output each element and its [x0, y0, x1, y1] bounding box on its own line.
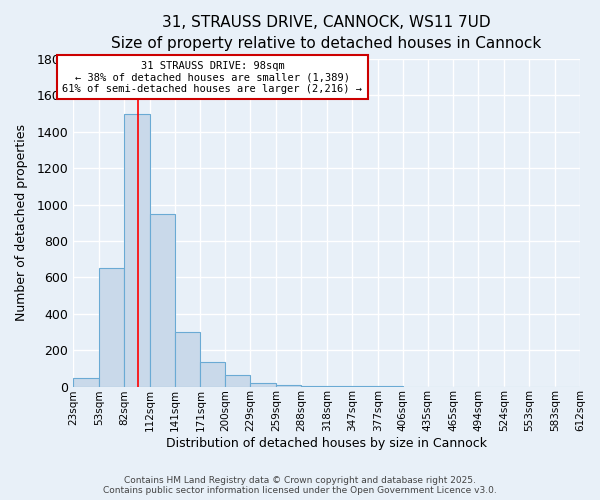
Title: 31, STRAUSS DRIVE, CANNOCK, WS11 7UD
Size of property relative to detached house: 31, STRAUSS DRIVE, CANNOCK, WS11 7UD Siz…: [112, 15, 542, 51]
Bar: [149, 214, 175, 386]
Bar: [124, 114, 149, 386]
Bar: [226, 374, 250, 386]
Bar: [73, 378, 99, 386]
Bar: [200, 362, 226, 386]
Bar: [250, 383, 276, 386]
Text: 31 STRAUSS DRIVE: 98sqm
← 38% of detached houses are smaller (1,389)
61% of semi: 31 STRAUSS DRIVE: 98sqm ← 38% of detache…: [62, 60, 362, 94]
Bar: [175, 332, 200, 386]
Bar: [276, 385, 301, 386]
X-axis label: Distribution of detached houses by size in Cannock: Distribution of detached houses by size …: [166, 437, 487, 450]
Y-axis label: Number of detached properties: Number of detached properties: [15, 124, 28, 322]
Bar: [99, 268, 124, 386]
Text: Contains HM Land Registry data © Crown copyright and database right 2025.
Contai: Contains HM Land Registry data © Crown c…: [103, 476, 497, 495]
